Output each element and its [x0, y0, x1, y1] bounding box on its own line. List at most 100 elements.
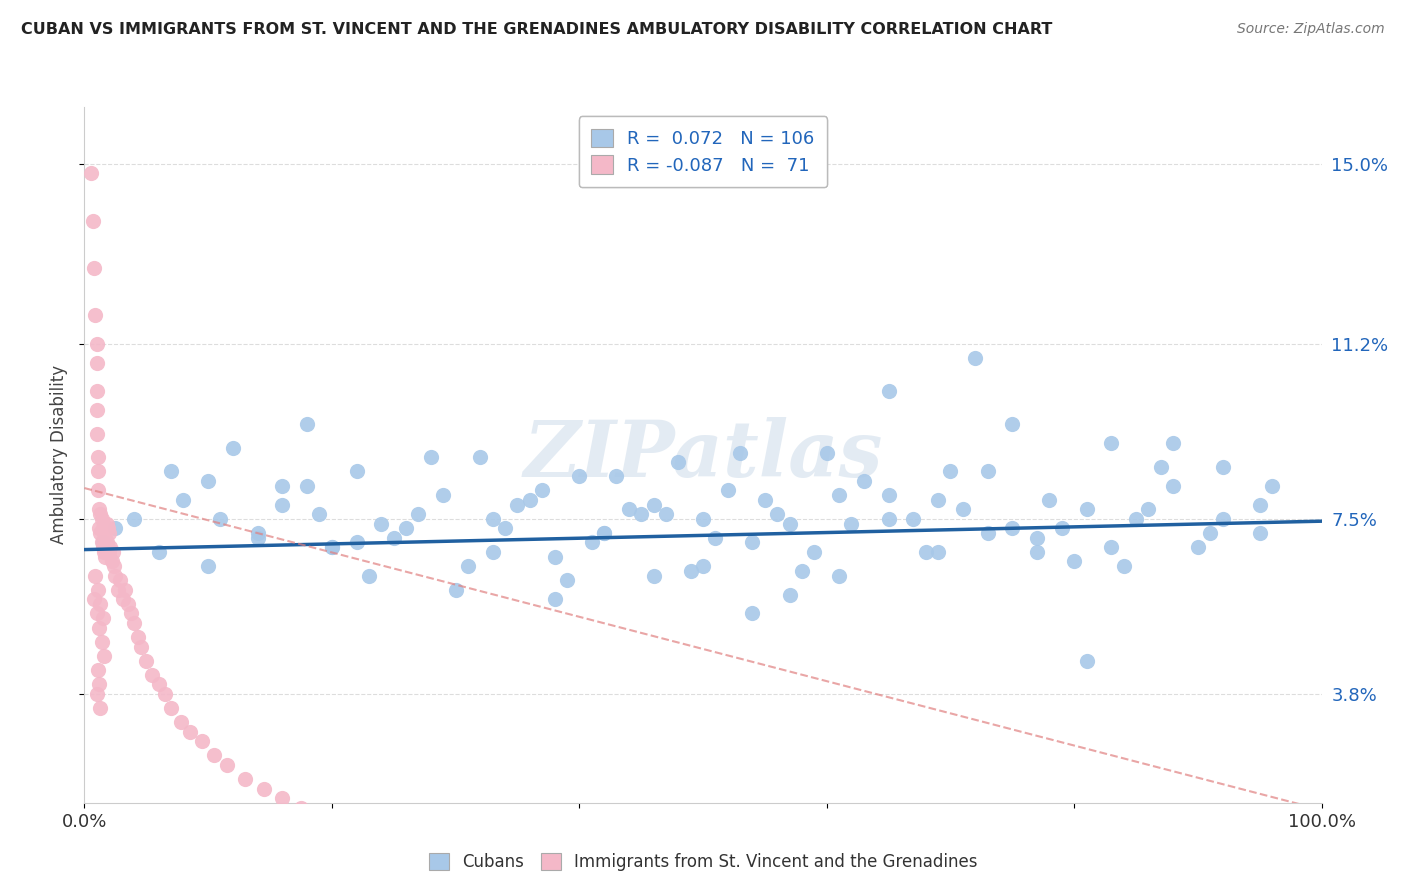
Immigrants from St. Vincent and the Grenadines	[101, 545, 124, 559]
Cubans	[655, 507, 678, 521]
Cubans	[704, 531, 727, 545]
Cubans	[666, 455, 689, 469]
Cubans	[555, 574, 578, 588]
Immigrants from St. Vincent and the Grenadines	[90, 535, 112, 549]
Cubans	[444, 582, 467, 597]
Cubans	[841, 516, 863, 531]
Cubans	[222, 441, 245, 455]
Cubans	[605, 469, 627, 483]
Cubans	[679, 564, 702, 578]
Cubans	[952, 502, 974, 516]
Cubans	[1076, 654, 1098, 668]
Immigrants from St. Vincent and the Grenadines	[87, 663, 110, 677]
Cubans	[692, 559, 714, 574]
Cubans	[965, 351, 987, 365]
Text: ZIPatlas: ZIPatlas	[523, 417, 883, 493]
Cubans	[903, 512, 925, 526]
Immigrants from St. Vincent and the Grenadines	[129, 640, 152, 654]
Cubans	[91, 535, 114, 549]
Immigrants from St. Vincent and the Grenadines	[94, 549, 117, 564]
Cubans	[779, 516, 801, 531]
Cubans	[914, 545, 936, 559]
Cubans	[717, 483, 740, 498]
Immigrants from St. Vincent and the Grenadines	[87, 450, 110, 465]
Cubans	[1137, 502, 1160, 516]
Cubans	[741, 535, 763, 549]
Cubans	[209, 512, 232, 526]
Cubans	[1112, 559, 1135, 574]
Immigrants from St. Vincent and the Grenadines	[89, 621, 111, 635]
Cubans	[1125, 512, 1147, 526]
Immigrants from St. Vincent and the Grenadines	[120, 607, 142, 621]
Immigrants from St. Vincent and the Grenadines	[89, 502, 111, 516]
Immigrants from St. Vincent and the Grenadines	[84, 308, 107, 322]
Cubans	[939, 465, 962, 479]
Immigrants from St. Vincent and the Grenadines	[308, 810, 330, 824]
Cubans	[877, 512, 900, 526]
Immigrants from St. Vincent and the Grenadines	[89, 521, 111, 535]
Cubans	[976, 465, 998, 479]
Immigrants from St. Vincent and the Grenadines	[170, 715, 193, 730]
Immigrants from St. Vincent and the Grenadines	[253, 781, 276, 796]
Cubans	[1212, 459, 1234, 474]
Immigrants from St. Vincent and the Grenadines	[141, 668, 163, 682]
Cubans	[519, 492, 541, 507]
Cubans	[382, 531, 405, 545]
Cubans	[321, 540, 343, 554]
Immigrants from St. Vincent and the Grenadines	[290, 800, 312, 814]
Immigrants from St. Vincent and the Grenadines	[89, 507, 111, 521]
Immigrants from St. Vincent and the Grenadines	[89, 677, 111, 691]
Cubans	[494, 521, 516, 535]
Cubans	[148, 545, 170, 559]
Cubans	[630, 507, 652, 521]
Immigrants from St. Vincent and the Grenadines	[86, 607, 108, 621]
Cubans	[828, 568, 851, 582]
Immigrants from St. Vincent and the Grenadines	[179, 724, 201, 739]
Cubans	[1249, 526, 1271, 541]
Immigrants from St. Vincent and the Grenadines	[111, 592, 134, 607]
Cubans	[470, 450, 492, 465]
Cubans	[766, 507, 789, 521]
Cubans	[457, 559, 479, 574]
Cubans	[346, 465, 368, 479]
Text: Source: ZipAtlas.com: Source: ZipAtlas.com	[1237, 22, 1385, 37]
Immigrants from St. Vincent and the Grenadines	[100, 554, 122, 568]
Cubans	[643, 498, 665, 512]
Immigrants from St. Vincent and the Grenadines	[93, 526, 115, 541]
Cubans	[1050, 521, 1073, 535]
Cubans	[172, 492, 194, 507]
Cubans	[927, 492, 949, 507]
Immigrants from St. Vincent and the Grenadines	[98, 545, 121, 559]
Immigrants from St. Vincent and the Grenadines	[153, 687, 176, 701]
Cubans	[1261, 478, 1284, 492]
Cubans	[877, 488, 900, 502]
Immigrants from St. Vincent and the Grenadines	[127, 630, 149, 644]
Cubans	[357, 568, 380, 582]
Cubans	[506, 498, 529, 512]
Cubans	[481, 545, 503, 559]
Cubans	[122, 512, 145, 526]
Cubans	[754, 492, 776, 507]
Cubans	[692, 512, 714, 526]
Cubans	[1150, 459, 1173, 474]
Cubans	[790, 564, 813, 578]
Cubans	[568, 469, 591, 483]
Cubans	[828, 488, 851, 502]
Cubans	[419, 450, 441, 465]
Immigrants from St. Vincent and the Grenadines	[271, 791, 294, 805]
Cubans	[1001, 417, 1024, 432]
Immigrants from St. Vincent and the Grenadines	[91, 611, 114, 625]
Immigrants from St. Vincent and the Grenadines	[98, 526, 121, 541]
Immigrants from St. Vincent and the Grenadines	[97, 521, 120, 535]
Cubans	[581, 535, 603, 549]
Immigrants from St. Vincent and the Grenadines	[91, 540, 114, 554]
Cubans	[271, 498, 294, 512]
Immigrants from St. Vincent and the Grenadines	[148, 677, 170, 691]
Cubans	[395, 521, 418, 535]
Cubans	[1099, 540, 1122, 554]
Text: CUBAN VS IMMIGRANTS FROM ST. VINCENT AND THE GRENADINES AMBULATORY DISABILITY CO: CUBAN VS IMMIGRANTS FROM ST. VINCENT AND…	[21, 22, 1053, 37]
Cubans	[976, 526, 998, 541]
Legend: R =  0.072   N = 106, R = -0.087   N =  71: R = 0.072 N = 106, R = -0.087 N = 71	[579, 116, 827, 187]
Cubans	[877, 384, 900, 398]
Y-axis label: Ambulatory Disability: Ambulatory Disability	[51, 366, 69, 544]
